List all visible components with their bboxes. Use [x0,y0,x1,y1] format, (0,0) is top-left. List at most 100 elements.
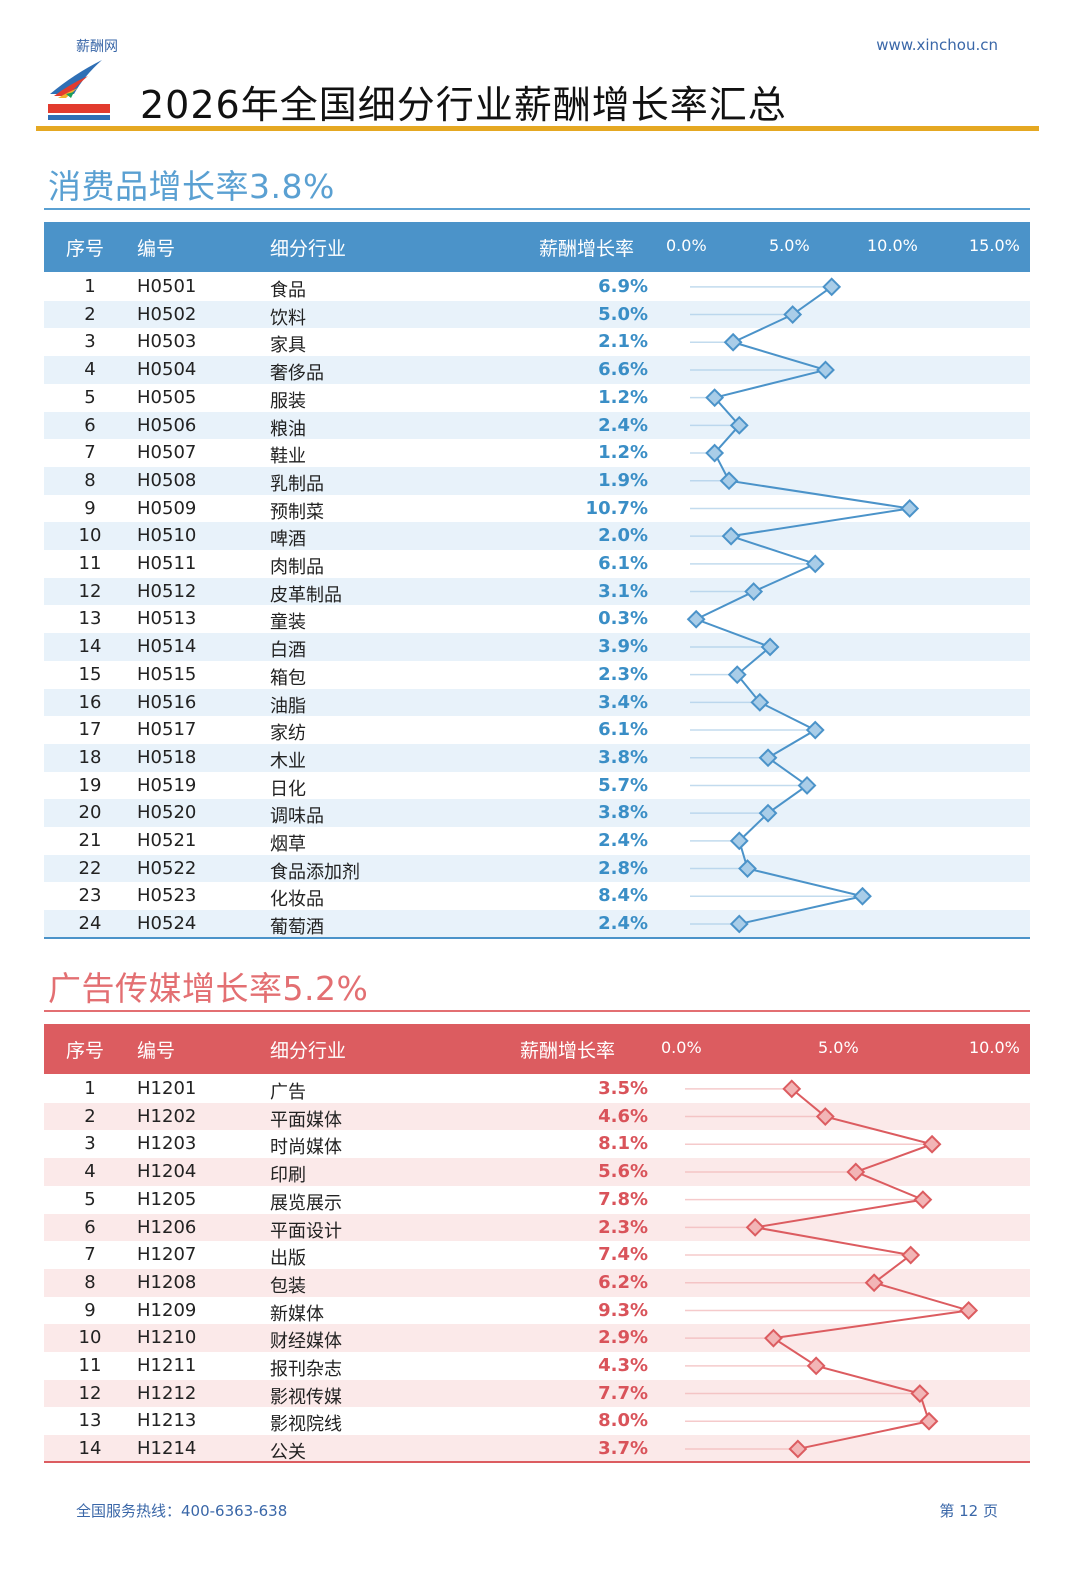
table-row: 7 H1207 出版 7.4% [44,1241,1030,1269]
row-index: 1 [84,276,96,297]
table-row: 17 H0517 家纺 6.1% [44,716,1030,744]
table-row: 18 H0518 木业 3.8% [44,743,1030,772]
row-rate-label: 1.2% [598,386,648,408]
row-industry: 烟草 [270,834,306,855]
table-header: 序号 编号 细分行业 薪酬增长率 0.0% 5.0% 10.0% [44,1024,1030,1074]
row-code: H1212 [137,1382,197,1404]
row-code: H0522 [137,857,197,879]
row-rate-label: 7.7% [598,1382,648,1404]
axis-tick: 0.0% [666,236,707,255]
axis-tick: 0.0% [661,1038,702,1057]
data-point [853,886,872,906]
data-point [797,776,817,795]
row-index: 13 [78,608,102,630]
header-idx: 序号 [66,1040,105,1062]
data-point [686,609,706,629]
table-row: 13 H1213 影视院线 8.0% [44,1407,1030,1435]
row-rate-label: 2.4% [598,913,648,935]
row-code: H0518 [137,746,197,768]
row-industry: 白酒 [270,640,306,662]
row-code: H0513 [137,608,197,630]
table-row: 11 H0511 肉制品 6.1% [44,550,1030,578]
row-index: 24 [78,913,102,935]
row-rate-label: 1.2% [598,442,648,464]
table-row: 7 H0507 鞋业 1.2% [44,439,1030,467]
row-rate-label: 2.3% [598,1216,648,1238]
footer-hotline: 全国服务热线：400-6363-638 [76,1502,288,1520]
row-industry: 印刷 [270,1165,306,1187]
row-rate-label: 5.7% [598,774,648,796]
header-divider [36,126,1039,131]
table-row: 14 H1214 公关 3.7% [44,1435,1030,1463]
series-line [754,1088,969,1450]
row-index: 8 [84,469,96,491]
table-row: 10 H1210 财经媒体 2.9% [44,1324,1030,1352]
row-index: 14 [78,636,102,658]
data-point [805,720,825,740]
row-code: H1202 [137,1105,197,1127]
data-point [744,582,764,601]
data-point [822,277,842,297]
axis-tick: 5.0% [818,1038,859,1057]
axis-tick: 10.0% [969,1038,1020,1057]
site-url[interactable]: www.xinchou.cn [876,36,998,54]
row-industry: 食品添加剂 [270,861,360,883]
row-industry: 鞋业 [270,446,306,468]
row-code: H0503 [137,331,197,353]
row-industry: 化妆品 [270,889,324,911]
data-point [806,1356,826,1376]
row-industry: 肉制品 [270,557,324,578]
table-row: 9 H1209 新媒体 9.3% [44,1297,1030,1325]
row-rate-label: 5.6% [598,1161,648,1183]
row-index: 22 [78,857,102,879]
table-row: 12 H0512 皮革制品 3.1% [44,577,1030,606]
data-point [721,526,741,546]
table-row: 4 H0504 奢侈品 6.6% [44,356,1030,384]
data-point [738,859,757,878]
row-rate-label: 3.7% [598,1438,648,1460]
row-index: 5 [84,1188,96,1210]
header-idx: 序号 [66,238,105,260]
axis-tick: 15.0% [969,236,1020,255]
table-row: 1 H0501 食品 6.9% [44,273,1030,301]
row-industry: 时尚媒体 [270,1137,342,1159]
brand-name: 薪酬网 [76,39,118,55]
row-rate-label: 2.9% [598,1327,648,1349]
row-industry: 预制菜 [270,501,324,523]
row-code: H0524 [137,913,197,935]
row-rate-label: 3.8% [598,802,648,824]
row-industry: 木业 [270,750,306,772]
row-index: 3 [84,1133,96,1155]
row-industry: 奢侈品 [270,363,324,385]
data-point [758,803,778,823]
table-row: 23 H0523 化妆品 8.4% [44,882,1030,910]
row-index: 23 [78,885,102,907]
row-industry: 平面设计 [270,1220,342,1242]
row-industry: 出版 [270,1248,306,1270]
row-code: H0523 [137,885,197,907]
row-index: 13 [78,1410,102,1432]
row-index: 11 [78,1355,102,1376]
series-line [693,286,910,925]
table-row: 5 H1205 展览展示 7.8% [44,1186,1030,1214]
row-industry: 调味品 [270,806,324,828]
data-point [913,1190,933,1210]
row-index: 10 [78,525,102,547]
row-index: 15 [78,663,102,685]
data-point [719,471,739,491]
row-index: 14 [78,1438,102,1460]
header-industry: 细分行业 [270,1040,347,1062]
row-industry: 啤酒 [270,529,306,551]
table-row: 2 H1202 平面媒体 4.6% [44,1102,1030,1131]
data-point [901,1245,921,1265]
row-code: H1203 [137,1133,197,1155]
row-rate-label: 2.4% [598,830,648,851]
row-index: 1 [84,1078,96,1099]
row-industry: 葡萄酒 [270,917,324,939]
row-index: 7 [84,1244,96,1266]
row-rate-label: 1.9% [598,469,648,491]
data-point [745,1217,765,1237]
section-title-consumer: 消费品增长率3.8% [48,167,335,206]
row-index: 20 [78,802,102,824]
table-row: 10 H0510 啤酒 2.0% [44,522,1030,550]
